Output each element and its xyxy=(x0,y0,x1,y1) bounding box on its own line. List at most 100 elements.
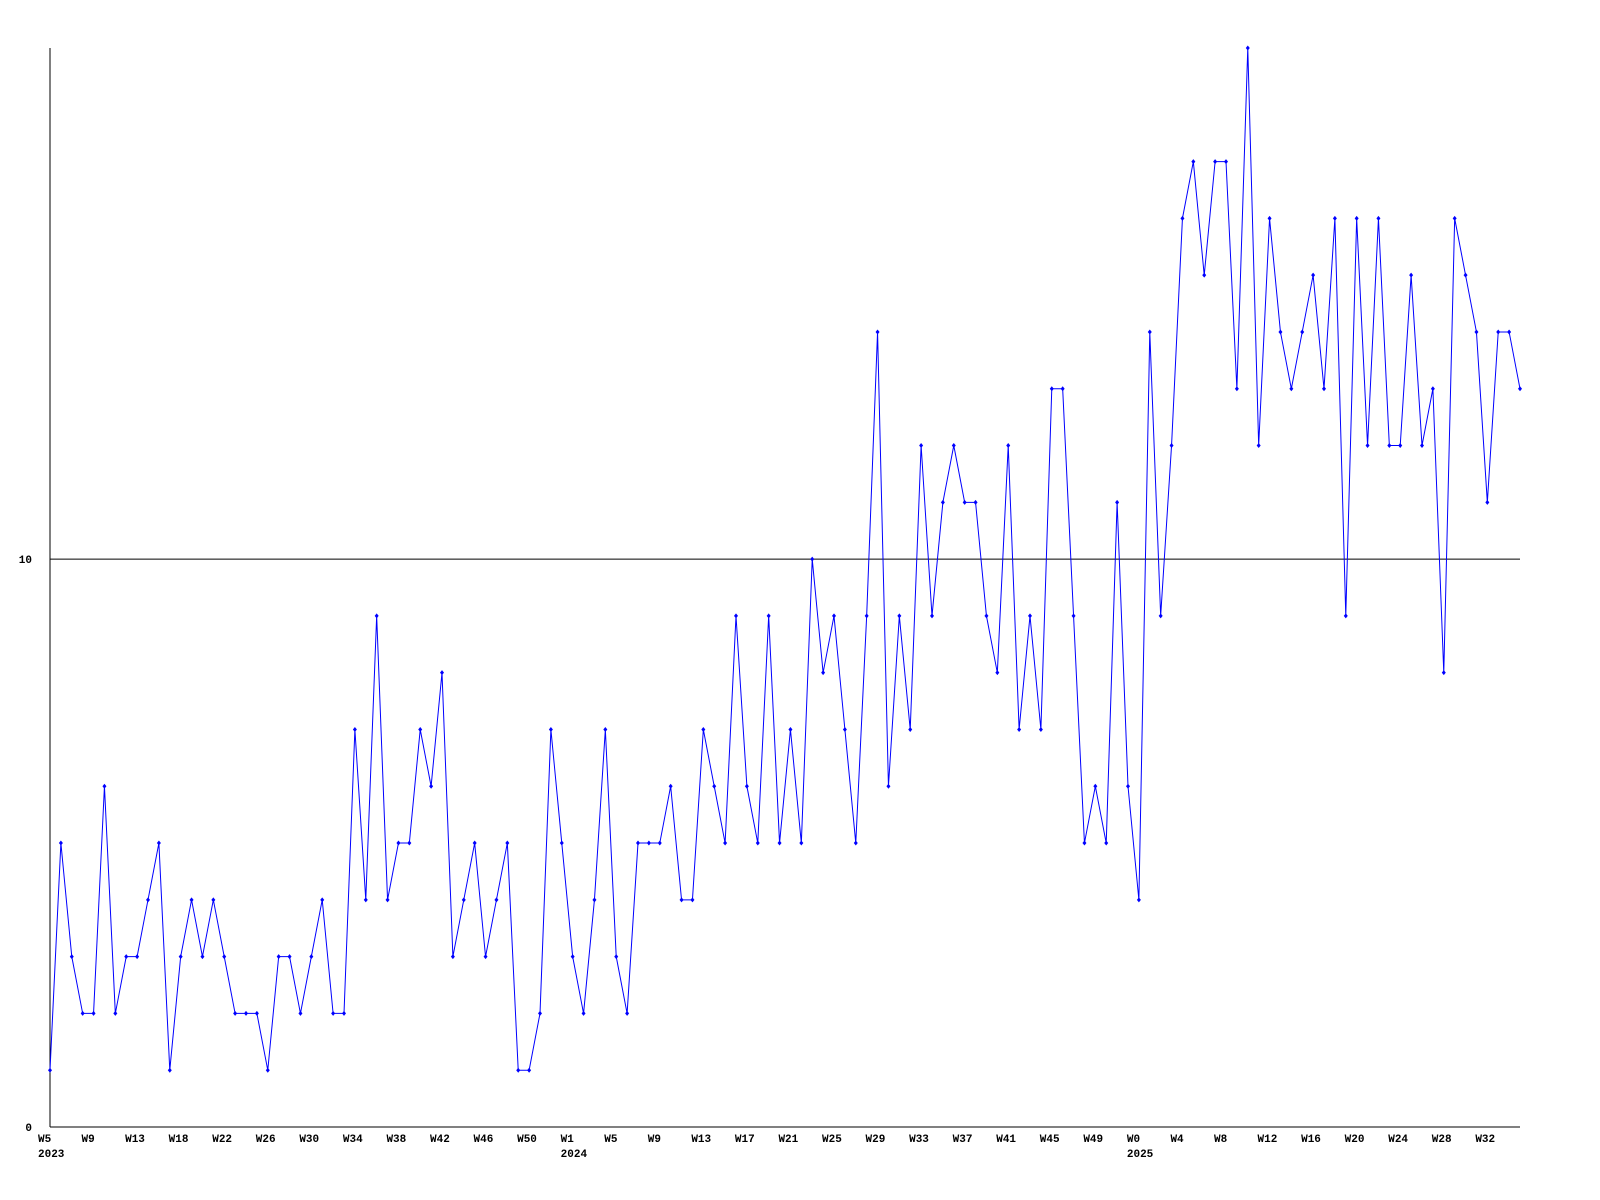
x-tick-label: W28 xyxy=(1432,1134,1452,1146)
data-point xyxy=(407,840,412,846)
data-point xyxy=(723,840,728,846)
x-tick-label: W0 xyxy=(1127,1134,1140,1146)
data-point xyxy=(581,1010,586,1016)
data-point xyxy=(113,1010,118,1016)
x-year-label: 2023 xyxy=(38,1149,65,1161)
data-point xyxy=(1452,215,1457,221)
x-tick-label: W22 xyxy=(212,1134,232,1146)
data-point xyxy=(1049,386,1054,392)
data-point xyxy=(1115,499,1120,505)
data-point xyxy=(1060,386,1065,392)
data-point xyxy=(320,897,325,903)
data-point xyxy=(233,1010,238,1016)
data-point xyxy=(1507,329,1512,335)
data-point xyxy=(472,840,477,846)
data-point xyxy=(200,954,205,960)
data-point xyxy=(1093,783,1098,789)
data-point xyxy=(309,954,314,960)
data-point xyxy=(91,1010,96,1016)
x-tick-label: W17 xyxy=(735,1134,755,1146)
data-point xyxy=(1267,215,1272,221)
data-point xyxy=(1245,45,1250,51)
data-point xyxy=(1474,329,1479,335)
x-tick-label: W1 xyxy=(561,1134,575,1146)
data-point xyxy=(1463,272,1468,278)
x-tick-label: W9 xyxy=(648,1134,661,1146)
data-point xyxy=(1430,386,1435,392)
data-point xyxy=(1180,215,1185,221)
data-point xyxy=(668,783,673,789)
x-tick-label: W16 xyxy=(1301,1134,1321,1146)
data-point xyxy=(440,670,444,676)
x-tick-label: W13 xyxy=(691,1134,711,1146)
x-tick-label: W33 xyxy=(909,1134,929,1146)
data-point xyxy=(1147,329,1152,335)
data-point xyxy=(832,613,836,619)
data-point xyxy=(48,1067,52,1073)
data-point xyxy=(1104,840,1109,846)
data-point xyxy=(755,840,760,846)
data-point xyxy=(1398,443,1403,449)
data-point xyxy=(287,954,292,960)
data-point xyxy=(211,897,216,903)
x-tick-label: W30 xyxy=(299,1134,319,1146)
x-tick-label: W13 xyxy=(125,1134,145,1146)
data-point xyxy=(777,840,782,846)
data-point xyxy=(494,897,499,903)
data-point xyxy=(821,670,826,676)
data-point xyxy=(331,1010,336,1016)
data-point xyxy=(342,1010,346,1016)
x-tick-label: W34 xyxy=(343,1134,363,1146)
x-tick-label: W38 xyxy=(386,1134,406,1146)
x-tick-label: W49 xyxy=(1083,1134,1103,1146)
data-point xyxy=(657,840,662,846)
y-tick-label: 0 xyxy=(25,1123,32,1135)
data-point xyxy=(1485,499,1490,505)
data-point xyxy=(418,726,423,732)
data-point xyxy=(570,954,575,960)
x-tick-label: W24 xyxy=(1388,1134,1408,1146)
data-point xyxy=(298,1010,303,1016)
x-tick-label: W4 xyxy=(1170,1134,1184,1146)
data-point xyxy=(1496,329,1501,335)
data-point xyxy=(222,954,227,960)
data-point xyxy=(146,897,150,903)
data-point xyxy=(505,840,510,846)
x-tick-label: W45 xyxy=(1040,1134,1060,1146)
data-point xyxy=(156,840,161,846)
data-point xyxy=(516,1067,521,1073)
data-point xyxy=(265,1067,270,1073)
data-point xyxy=(1365,443,1370,449)
data-point xyxy=(1202,272,1207,278)
data-point xyxy=(429,783,434,789)
x-tick-label: W29 xyxy=(866,1134,886,1146)
data-point xyxy=(1518,386,1522,392)
data-point xyxy=(1126,783,1130,789)
data-point xyxy=(1158,613,1163,619)
data-point xyxy=(1300,329,1305,335)
data-point xyxy=(712,783,717,789)
data-point xyxy=(962,499,967,505)
data-point xyxy=(1136,897,1141,903)
x-tick-label: W5 xyxy=(38,1134,52,1146)
data-point xyxy=(1082,840,1087,846)
data-point xyxy=(1191,159,1196,165)
data-point xyxy=(102,783,107,789)
data-point xyxy=(1028,613,1032,619)
data-point xyxy=(548,726,553,732)
data-point xyxy=(538,1010,542,1016)
data-point xyxy=(1311,272,1316,278)
x-tick-label: W42 xyxy=(430,1134,450,1146)
data-point xyxy=(363,897,368,903)
data-point xyxy=(799,840,804,846)
x-tick-label: W41 xyxy=(996,1134,1016,1146)
data-point xyxy=(842,726,847,732)
data-point xyxy=(559,840,564,846)
data-point xyxy=(1169,443,1174,449)
x-year-label: 2024 xyxy=(561,1149,588,1161)
data-point xyxy=(1343,613,1348,619)
x-tick-label: W12 xyxy=(1258,1134,1278,1146)
data-point xyxy=(734,613,738,619)
data-point xyxy=(973,499,978,505)
